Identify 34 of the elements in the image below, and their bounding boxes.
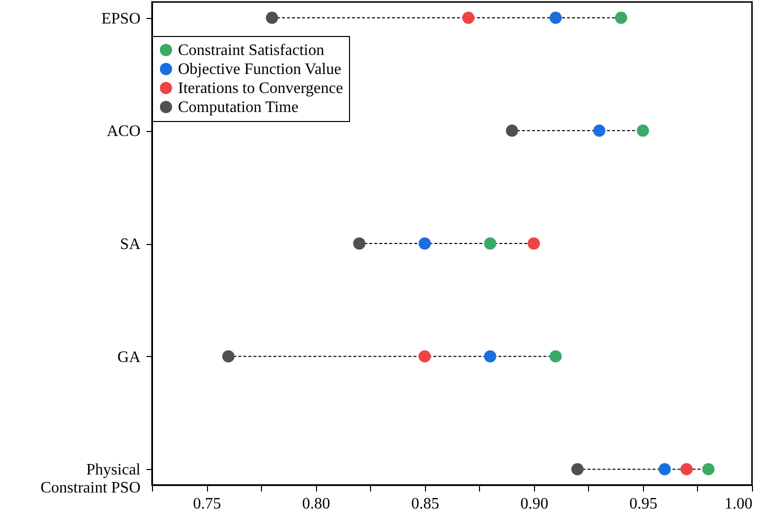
y-tick-label: EPSO — [101, 10, 140, 28]
point — [571, 463, 584, 476]
point — [418, 350, 431, 362]
point — [614, 12, 628, 24]
point — [528, 237, 540, 250]
point — [462, 12, 474, 24]
x-tick-label: 0.95 — [629, 496, 658, 512]
point — [484, 350, 496, 362]
y-tick-label: Physical Constraint PSO — [40, 462, 142, 497]
point — [353, 237, 366, 250]
legend-label: Constraint Satisfaction — [178, 42, 324, 59]
legend-label: Computation Time — [178, 99, 298, 116]
point — [418, 237, 431, 250]
x-tick-label: 0.90 — [520, 496, 548, 512]
legend-label: Iterations to Convergence — [178, 80, 343, 97]
point — [593, 124, 606, 137]
x-tick-label: 0.75 — [193, 496, 222, 512]
legend-label: Objective Function Value — [178, 61, 342, 78]
point — [658, 463, 671, 476]
point — [550, 350, 562, 362]
point — [484, 237, 496, 250]
y-tick-label: SA — [120, 236, 141, 253]
x-tick-label: 1.00 — [724, 496, 752, 512]
x-tick-label: 0.85 — [411, 496, 440, 512]
x-tick-label: 0.80 — [302, 496, 330, 512]
point — [702, 463, 714, 476]
point — [680, 463, 693, 476]
y-tick-label: ACO — [106, 123, 140, 140]
point — [636, 124, 650, 137]
point — [506, 124, 518, 137]
point — [550, 12, 562, 24]
point — [222, 350, 234, 362]
point — [266, 12, 278, 24]
y-tick-label: GA — [117, 348, 141, 366]
